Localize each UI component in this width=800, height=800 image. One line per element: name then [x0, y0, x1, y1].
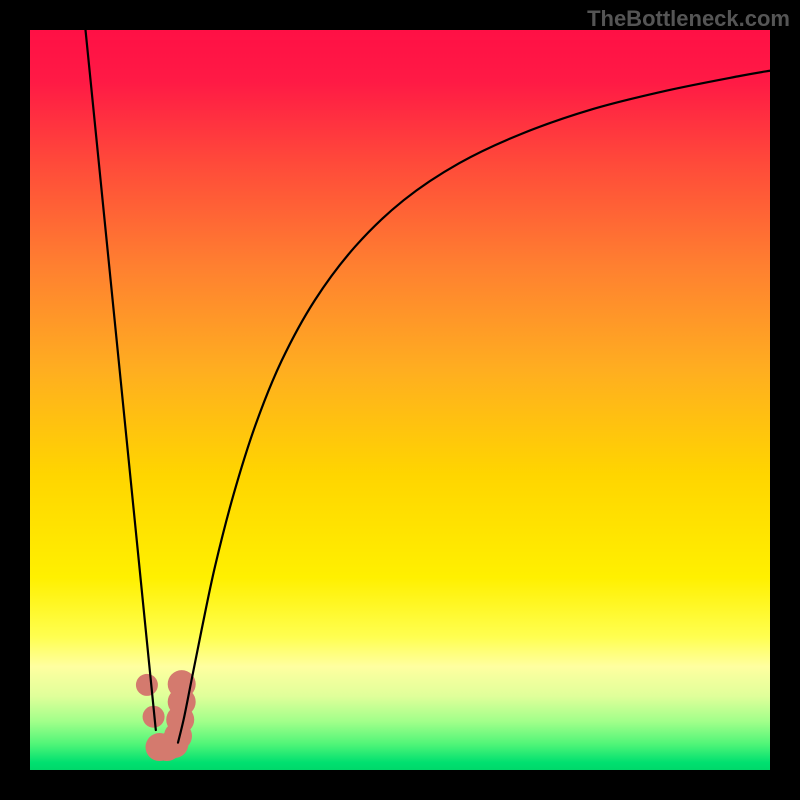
chart-background	[30, 30, 770, 770]
chart-border	[0, 0, 800, 800]
marker-dot	[136, 674, 158, 696]
marker-blob-segment	[146, 733, 174, 761]
chart-svg	[0, 0, 800, 800]
chart-container: TheBottleneck.com	[0, 0, 800, 800]
watermark-text: TheBottleneck.com	[587, 6, 790, 32]
